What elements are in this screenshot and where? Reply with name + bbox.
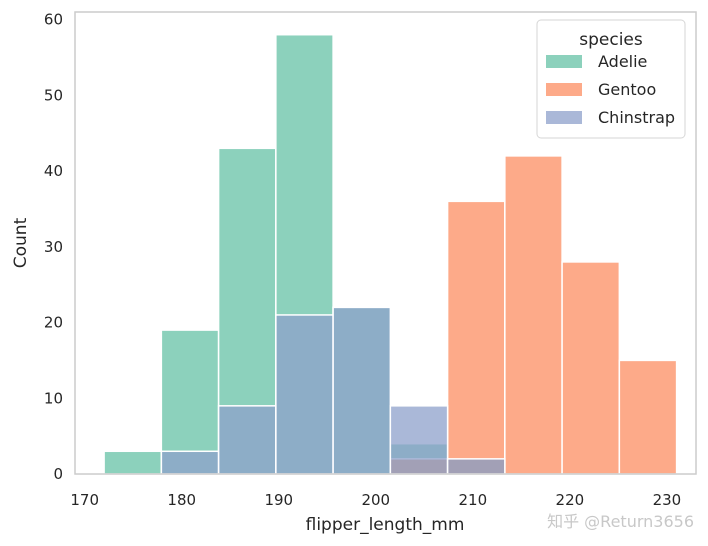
y-tick-60: 60 <box>44 11 63 29</box>
y-tick-10: 10 <box>44 389 63 407</box>
x-tick-180: 180 <box>167 491 196 509</box>
bars-layer <box>103 33 678 475</box>
bar-gentoo-9 <box>618 359 678 475</box>
y-tick-labels: 0 10 20 30 40 50 60 <box>44 11 63 483</box>
x-tick-190: 190 <box>264 491 293 509</box>
legend-label-gentoo: Gentoo <box>598 80 656 99</box>
bar-chinstrap-2 <box>217 405 277 475</box>
bar-gentoo-7 <box>504 155 563 475</box>
legend-box <box>536 19 686 139</box>
legend-swatch-gentoo <box>546 83 582 96</box>
bar-chinstrap-4 <box>332 306 392 475</box>
x-tick-230: 230 <box>653 491 682 509</box>
x-tick-170: 170 <box>70 491 99 509</box>
y-tick-30: 30 <box>44 238 63 256</box>
bar-chinstrap-5 <box>389 405 449 475</box>
x-tick-220: 220 <box>556 491 585 509</box>
y-tick-0: 0 <box>53 465 63 483</box>
y-tick-50: 50 <box>44 86 63 104</box>
bar-gentoo-6 <box>446 200 506 475</box>
x-axis-label: flipper_length_mm <box>306 515 465 535</box>
legend-label-adelie: Adelie <box>598 52 647 71</box>
bar-gentoo-8 <box>561 261 621 475</box>
y-tick-20: 20 <box>44 314 63 332</box>
legend-title: species <box>579 30 643 50</box>
y-tick-40: 40 <box>44 162 63 180</box>
plot-frame <box>74 11 697 475</box>
x-tick-labels: 170 180 190 200 210 220 230 <box>70 491 681 509</box>
legend-swatch-chinstrap <box>546 111 582 124</box>
x-tick-200: 200 <box>361 491 390 509</box>
legend-swatch-adelie <box>546 55 582 68</box>
y-axis-label: Count <box>11 217 31 268</box>
bar-chinstrap-6 <box>446 458 506 475</box>
bar-adelie-1 <box>160 329 220 475</box>
legend-label-chinstrap: Chinstrap <box>598 108 675 127</box>
x-tick-210: 210 <box>459 491 488 509</box>
watermark-text: 知乎 @Return3656 <box>547 512 694 531</box>
bar-chinstrap-3 <box>275 314 334 475</box>
legend: species Adelie Gentoo Chinstrap <box>536 19 686 139</box>
bar-adelie-0 <box>103 450 163 475</box>
bar-chinstrap-1 <box>160 450 220 475</box>
